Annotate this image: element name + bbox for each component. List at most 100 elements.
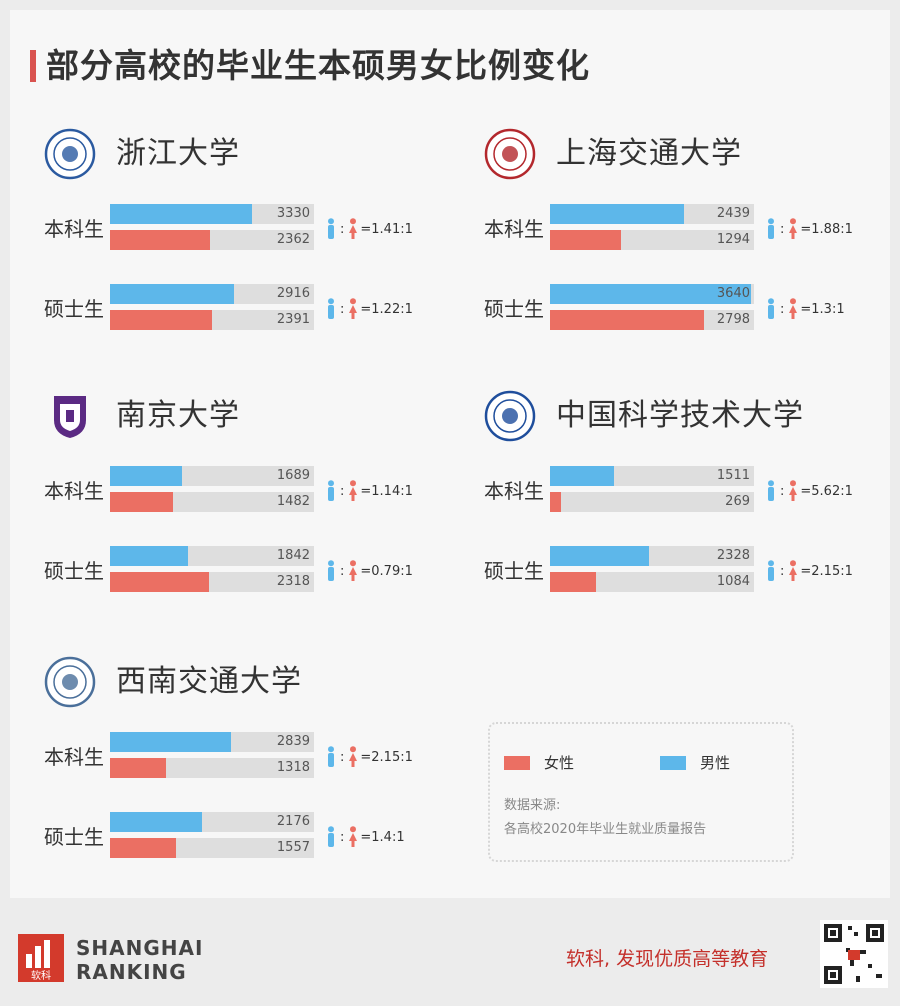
- degree-label: 本科生: [44, 479, 104, 503]
- female-bar-track: 2362: [110, 230, 314, 250]
- gender-ratio: : =2.15:1: [766, 558, 853, 584]
- ratio-separator: :: [340, 301, 345, 317]
- swjtu-logo-icon: [44, 656, 96, 708]
- female-bar: [550, 572, 597, 592]
- female-value-label: 1318: [276, 760, 310, 775]
- male-bar: [550, 204, 685, 224]
- legend-male-label: 男性: [700, 754, 731, 772]
- legend-male-swatch: [660, 755, 686, 770]
- female-bar: [110, 572, 209, 592]
- ratio-separator: :: [340, 221, 345, 237]
- female-value-label: 2318: [276, 574, 310, 589]
- male-bar-track: 2328: [550, 546, 754, 566]
- female-bar-track: 2391: [110, 310, 314, 330]
- female-bar-track: 1318: [110, 758, 314, 778]
- male-value-label: 3330: [276, 206, 310, 221]
- female-value-label: 2391: [276, 312, 310, 327]
- male-bar: [110, 466, 182, 486]
- gender-ratio: : =1.41:1: [326, 216, 413, 242]
- degree-label: 本科生: [44, 745, 104, 769]
- degree-label: 本科生: [484, 479, 544, 503]
- ratio-value: =0.79:1: [360, 563, 413, 579]
- male-bar-track: 2916: [110, 284, 314, 304]
- male-bar: [550, 284, 751, 304]
- sjtu-logo-icon: [484, 128, 536, 180]
- degree-label: 硕士生: [44, 825, 104, 849]
- male-value-label: 1511: [716, 468, 750, 483]
- female-bar: [550, 492, 562, 512]
- female-value-label: 2362: [276, 232, 310, 247]
- female-bar: [110, 310, 212, 330]
- ratio-value: =2.15:1: [800, 563, 853, 579]
- page-title: 部分高校的毕业生本硕男女比例变化: [46, 46, 590, 85]
- ratio-value: =5.62:1: [800, 483, 853, 499]
- male-bar-track: 3330: [110, 204, 314, 224]
- male-bar: [550, 466, 615, 486]
- university-panel: 上海交通大学 本科生 2439 1294: =1.88:1 硕士生 3640 2798: =1.…: [484, 128, 900, 358]
- male-bar-track: 1689: [110, 466, 314, 486]
- male-person-icon: [328, 218, 334, 239]
- female-value-label: 1482: [276, 494, 310, 509]
- legend: 女性 男性 数据来源: 各高校2020年毕业生就业质量报告: [488, 722, 794, 862]
- female-bar-track: 2318: [110, 572, 314, 592]
- university-name: 上海交通大学: [556, 136, 742, 171]
- female-bar-track: 1084: [550, 572, 754, 592]
- degree-row: 硕士生 3640 2798: =1.3:1: [484, 284, 900, 334]
- university-panel: 南京大学 本科生 1689 1482: =1.14:1 硕士生 1842 2318: =0.79…: [44, 390, 464, 620]
- female-bar: [110, 230, 211, 250]
- male-value-label: 3640: [716, 286, 750, 301]
- female-person-icon: [349, 560, 358, 581]
- ratio-separator: :: [780, 301, 785, 317]
- ratio-value: =1.4:1: [360, 829, 405, 845]
- male-bar-track: 2439: [550, 204, 754, 224]
- university-panel: 西南交通大学 本科生 2839 1318: =2.15:1 硕士生 2176 1557: =1.…: [44, 656, 464, 886]
- ratio-separator: :: [780, 563, 785, 579]
- female-value-label: 2798: [716, 312, 750, 327]
- shanghai-ranking-logo-icon: 软科: [18, 934, 64, 982]
- source-text: 各高校2020年毕业生就业质量报告: [504, 822, 707, 837]
- degree-row: 本科生 3330 2362: =1.41:1: [44, 204, 464, 254]
- degree-row: 本科生 2439 1294: =1.88:1: [484, 204, 900, 254]
- male-bar: [550, 546, 649, 566]
- female-person-icon: [349, 826, 358, 847]
- female-person-icon: [349, 480, 358, 501]
- ratio-separator: :: [340, 829, 345, 845]
- male-person-icon: [328, 826, 334, 847]
- male-person-icon: [328, 480, 334, 501]
- university-name: 浙江大学: [116, 136, 240, 171]
- male-bar-track: 2176: [110, 812, 314, 832]
- female-person-icon: [789, 480, 798, 501]
- ratio-separator: :: [340, 483, 345, 499]
- female-person-icon: [349, 298, 358, 319]
- female-bar: [110, 758, 166, 778]
- gender-ratio: : =1.4:1: [326, 824, 405, 850]
- male-person-icon: [768, 218, 774, 239]
- male-bar: [110, 812, 203, 832]
- ratio-value: =2.15:1: [360, 749, 413, 765]
- degree-row: 硕士生 1842 2318: =0.79:1: [44, 546, 464, 596]
- zju-logo-icon: [44, 128, 96, 180]
- gender-ratio: : =1.88:1: [766, 216, 853, 242]
- female-value-label: 269: [725, 494, 750, 509]
- male-value-label: 2916: [276, 286, 310, 301]
- ratio-separator: :: [340, 749, 345, 765]
- female-bar-track: 1557: [110, 838, 314, 858]
- university-name: 西南交通大学: [116, 664, 302, 699]
- male-person-icon: [768, 298, 774, 319]
- qr-code-icon[interactable]: [820, 920, 888, 988]
- male-value-label: 2176: [276, 814, 310, 829]
- male-person-icon: [768, 480, 774, 501]
- ustc-logo-icon: [484, 390, 536, 442]
- nju-logo-icon: [54, 396, 86, 438]
- male-person-icon: [328, 560, 334, 581]
- female-bar-track: 269: [550, 492, 754, 512]
- university-name: 中国科学技术大学: [556, 398, 804, 433]
- female-value-label: 1084: [716, 574, 750, 589]
- male-value-label: 2328: [716, 548, 750, 563]
- male-bar-track: 2839: [110, 732, 314, 752]
- male-value-label: 1842: [276, 548, 310, 563]
- degree-row: 本科生 1689 1482: =1.14:1: [44, 466, 464, 516]
- brand-name-line2: RANKING: [76, 960, 187, 984]
- ratio-separator: :: [780, 483, 785, 499]
- legend-female-swatch: [504, 755, 530, 770]
